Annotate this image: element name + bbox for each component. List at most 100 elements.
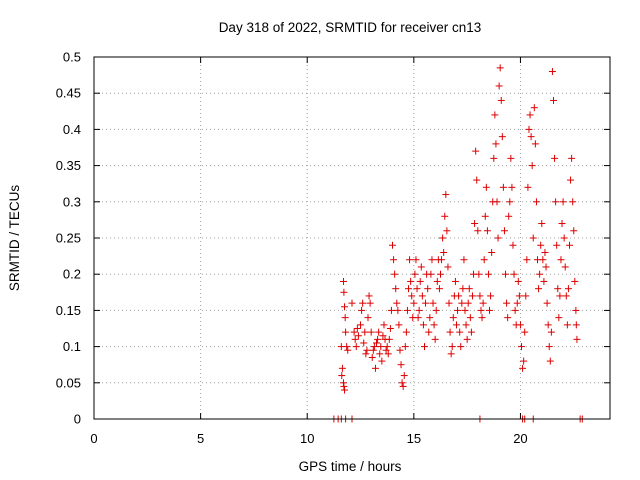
data-point: [483, 227, 491, 235]
data-point: [362, 350, 370, 358]
data-point: [364, 314, 372, 322]
data-point: [384, 350, 392, 358]
data-point: [465, 285, 473, 293]
data-point: [378, 357, 386, 365]
data-point: [401, 343, 409, 351]
data-point: [390, 256, 398, 264]
data-point: [478, 314, 486, 322]
data-point: [371, 364, 379, 372]
data-point: [446, 328, 454, 336]
data-point: [407, 277, 415, 285]
data-point: [358, 306, 366, 314]
data-point: [428, 256, 436, 264]
y-tick-label: 0.15: [56, 303, 81, 318]
data-point: [399, 382, 407, 390]
data-point: [398, 379, 406, 387]
data-point: [436, 270, 444, 278]
y-tick-label: 0.25: [56, 231, 81, 246]
data-point: [429, 299, 437, 307]
data-point: [342, 328, 350, 336]
data-point: [339, 277, 347, 285]
data-point: [395, 321, 403, 329]
data-point: [380, 321, 388, 329]
data-point: [570, 227, 578, 235]
data-point: [508, 183, 516, 191]
data-point: [360, 339, 368, 347]
data-point: [488, 248, 496, 256]
data-point: [561, 263, 569, 271]
data-point: [363, 346, 371, 354]
y-tick-label: 0.3: [63, 194, 81, 209]
data-point: [544, 321, 552, 329]
data-point: [491, 111, 499, 119]
y-tick-label: 0.2: [63, 267, 81, 282]
data-point: [558, 220, 566, 228]
data-point: [406, 256, 414, 264]
data-point: [448, 343, 456, 351]
data-point: [394, 306, 402, 314]
data-point: [540, 277, 548, 285]
data-point: [573, 335, 581, 343]
data-point: [416, 277, 424, 285]
data-point: [338, 364, 346, 372]
data-point: [458, 299, 466, 307]
data-point: [543, 299, 551, 307]
data-point: [451, 277, 459, 285]
data-point: [481, 212, 489, 220]
data-point: [493, 198, 501, 206]
data-point: [542, 263, 550, 271]
data-point: [367, 328, 375, 336]
data-point: [341, 386, 349, 394]
data-point: [340, 288, 348, 296]
data-point: [373, 339, 381, 347]
data-point: [348, 299, 356, 307]
data-point: [529, 234, 537, 242]
data-point: [552, 198, 560, 206]
data-point: [427, 270, 435, 278]
data-point: [430, 321, 438, 329]
data-point: [486, 306, 494, 314]
data-point: [383, 343, 391, 351]
y-tick-label: 0.35: [56, 158, 81, 173]
data-point: [438, 256, 446, 264]
data-point: [523, 256, 531, 264]
data-point: [350, 328, 358, 336]
data-point: [357, 321, 365, 329]
data-point: [418, 292, 426, 300]
data-point: [366, 299, 374, 307]
data-points: [330, 64, 586, 423]
data-point: [472, 147, 480, 155]
data-point: [415, 306, 423, 314]
data-point: [422, 299, 430, 307]
data-point: [466, 314, 474, 322]
x-tick-label: 5: [197, 431, 204, 446]
data-point: [559, 198, 567, 206]
data-point: [462, 321, 470, 329]
data-point: [572, 321, 580, 329]
data-point: [389, 241, 397, 249]
y-tick-label: 0.5: [63, 50, 81, 65]
data-point: [536, 270, 544, 278]
data-point: [464, 299, 472, 307]
data-point: [568, 154, 576, 162]
data-point: [442, 191, 450, 199]
data-point: [564, 285, 572, 293]
axis-ticks: 0 0.05 0.1 0.15 0.2 0.25 0.3 0.35 0.4 0.45 0.5 0 5 10…: [56, 50, 610, 446]
data-point: [476, 292, 484, 300]
data-point: [452, 321, 460, 329]
y-tick-label: 0.4: [63, 122, 81, 137]
data-point: [387, 306, 395, 314]
data-point: [475, 270, 483, 278]
data-point: [535, 285, 543, 293]
data-point: [532, 198, 540, 206]
data-point: [490, 154, 498, 162]
data-point: [397, 361, 405, 369]
data-point: [487, 292, 495, 300]
data-point: [444, 263, 452, 271]
data-point: [432, 306, 440, 314]
data-point: [420, 343, 428, 351]
data-point: [498, 133, 506, 141]
data-point: [412, 256, 420, 264]
data-point: [553, 241, 561, 249]
